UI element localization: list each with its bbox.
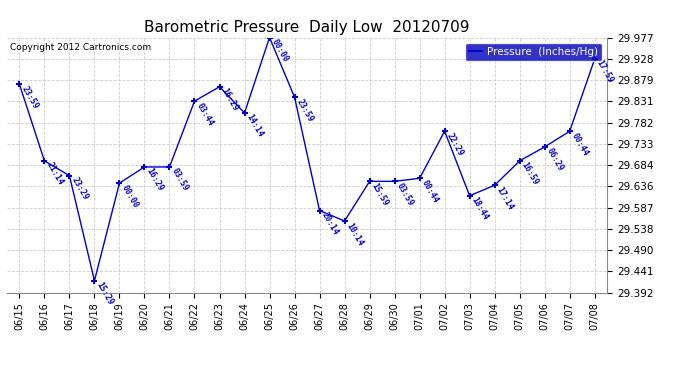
Text: 23:59: 23:59 xyxy=(295,97,315,123)
Legend: Pressure  (Inches/Hg): Pressure (Inches/Hg) xyxy=(465,43,602,61)
Text: 00:44: 00:44 xyxy=(420,178,440,204)
Text: 03:59: 03:59 xyxy=(395,182,415,207)
Text: 03:59: 03:59 xyxy=(170,167,190,193)
Text: 23:59: 23:59 xyxy=(19,84,40,110)
Text: 20:14: 20:14 xyxy=(319,210,340,237)
Text: 06:29: 06:29 xyxy=(544,147,565,173)
Text: 21:14: 21:14 xyxy=(44,161,65,187)
Text: 14:14: 14:14 xyxy=(244,113,265,139)
Text: 17:14: 17:14 xyxy=(495,185,515,211)
Text: 16:29: 16:29 xyxy=(144,167,165,193)
Text: 23:29: 23:29 xyxy=(70,176,90,202)
Text: 16:59: 16:59 xyxy=(520,161,540,187)
Text: 00:00: 00:00 xyxy=(119,183,140,209)
Title: Barometric Pressure  Daily Low  20120709: Barometric Pressure Daily Low 20120709 xyxy=(144,20,470,35)
Text: 00:00: 00:00 xyxy=(270,38,290,64)
Text: 15:29: 15:29 xyxy=(95,281,115,307)
Text: 22:29: 22:29 xyxy=(444,131,465,158)
Text: 17:59: 17:59 xyxy=(595,59,615,85)
Text: 00:44: 00:44 xyxy=(570,131,590,158)
Text: Copyright 2012 Cartronics.com: Copyright 2012 Cartronics.com xyxy=(10,43,151,52)
Text: 03:44: 03:44 xyxy=(195,101,215,127)
Text: 15:59: 15:59 xyxy=(370,182,390,207)
Text: 10:14: 10:14 xyxy=(344,221,365,247)
Text: 16:29: 16:29 xyxy=(219,87,240,113)
Text: 18:44: 18:44 xyxy=(470,196,490,222)
